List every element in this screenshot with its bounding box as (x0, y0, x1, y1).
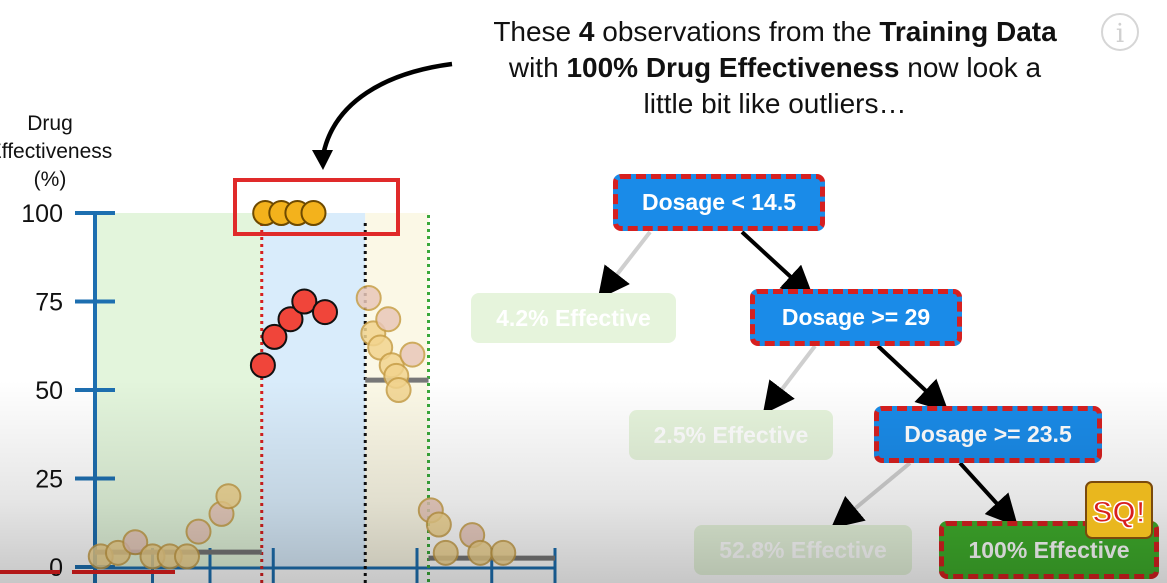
caption-bold-count: 4 (578, 16, 595, 47)
pointer-arrowhead (312, 150, 333, 170)
caption-text-3: with (508, 52, 567, 83)
leaf-52-8-effective: 52.8% Effective (694, 525, 912, 575)
tree-edge-node-23-5-to-leaf-100 (958, 461, 1019, 527)
caption-text-1: These (493, 16, 579, 47)
caption: These 4 observations from the Training D… (440, 14, 1110, 122)
data-point-middle_region (277, 306, 304, 333)
leaf-2-5-label: 2.5% Effective (653, 421, 809, 448)
caption-bold-effectiveness: 100% Drug Effectiveness (566, 52, 900, 83)
leaf-4-2-label: 4.2% Effective (496, 304, 651, 331)
y-tick-label: 0 (49, 554, 63, 582)
data-point-middle_region (312, 299, 338, 326)
y-axis-label: Drug Effectiveness (%) (0, 110, 120, 194)
tree-edge-node-29-to-leaf-2-5 (762, 344, 817, 415)
logo-text: SQ! (1092, 496, 1145, 529)
data-point-right_region (385, 377, 412, 403)
tree-edge-root-to-leaf-4-2 (597, 230, 652, 300)
y-label-line: Effectiveness (0, 140, 113, 163)
data-point-left_region (122, 529, 149, 556)
caption-text-2: observations from the (594, 16, 880, 47)
leaf-2-5-effective: 2.5% Effective (629, 410, 833, 460)
data-point-far_right_region (425, 511, 452, 538)
data-point-right_region (375, 306, 402, 333)
tree-node-root-label: Dosage < 14.5 (641, 189, 797, 215)
data-point-middle_outliers (300, 200, 327, 226)
caption-text-4: now look a (899, 52, 1042, 83)
y-tick-label: 25 (35, 466, 63, 494)
y-label-line: (%) (33, 168, 67, 191)
tree-node-dosage-29-label: Dosage >= 29 (781, 304, 931, 330)
statquest-logo: SQ! (1085, 481, 1153, 539)
info-icon[interactable]: i (1101, 13, 1139, 51)
data-point-middle_region (249, 352, 276, 379)
region-left-shade (95, 213, 262, 567)
tree-node-dosage-23-5-label: Dosage >= 23.5 (904, 421, 1072, 447)
y-label-line: Drug (27, 112, 73, 135)
data-point-middle_region (261, 323, 288, 350)
data-point-far_right_region (432, 539, 459, 566)
data-point-left_region (185, 518, 212, 545)
y-tick-label: 50 (35, 377, 63, 405)
data-point-left_region (215, 483, 242, 510)
tree-edge-node-23-5-to-leaf-52-8 (830, 461, 912, 529)
tree-edge-node-29-to-node-23-5 (876, 344, 949, 413)
outlier-highlight-box (233, 178, 400, 236)
tree-node-dosage-29: Dosage >= 29 (750, 289, 962, 346)
data-point-left_region (174, 543, 200, 570)
leaf-52-8-label: 52.8% Effective (719, 536, 887, 563)
tree-node-root: Dosage < 14.5 (613, 174, 825, 231)
data-point-right_region (355, 284, 382, 311)
leaf-100-label: 100% Effective (968, 536, 1130, 563)
pointer-arrow (319, 61, 453, 163)
leaf-4-2-effective: 4.2% Effective (471, 293, 676, 343)
tree-node-dosage-23-5: Dosage >= 23.5 (874, 406, 1102, 463)
caption-bold-training: Training Data (879, 16, 1057, 47)
y-tick-label: 75 (35, 289, 63, 317)
region-middle-shade (261, 213, 366, 567)
data-point-right_region (399, 341, 426, 368)
data-point-middle_region (291, 288, 318, 315)
data-point-far_right_region (490, 539, 517, 566)
tree-edge-root-to-node-29 (740, 230, 814, 299)
caption-text-5: little bit like outliers… (643, 88, 907, 119)
data-point-far_right_region (467, 539, 494, 566)
y-tick-label: 100 (21, 200, 63, 228)
